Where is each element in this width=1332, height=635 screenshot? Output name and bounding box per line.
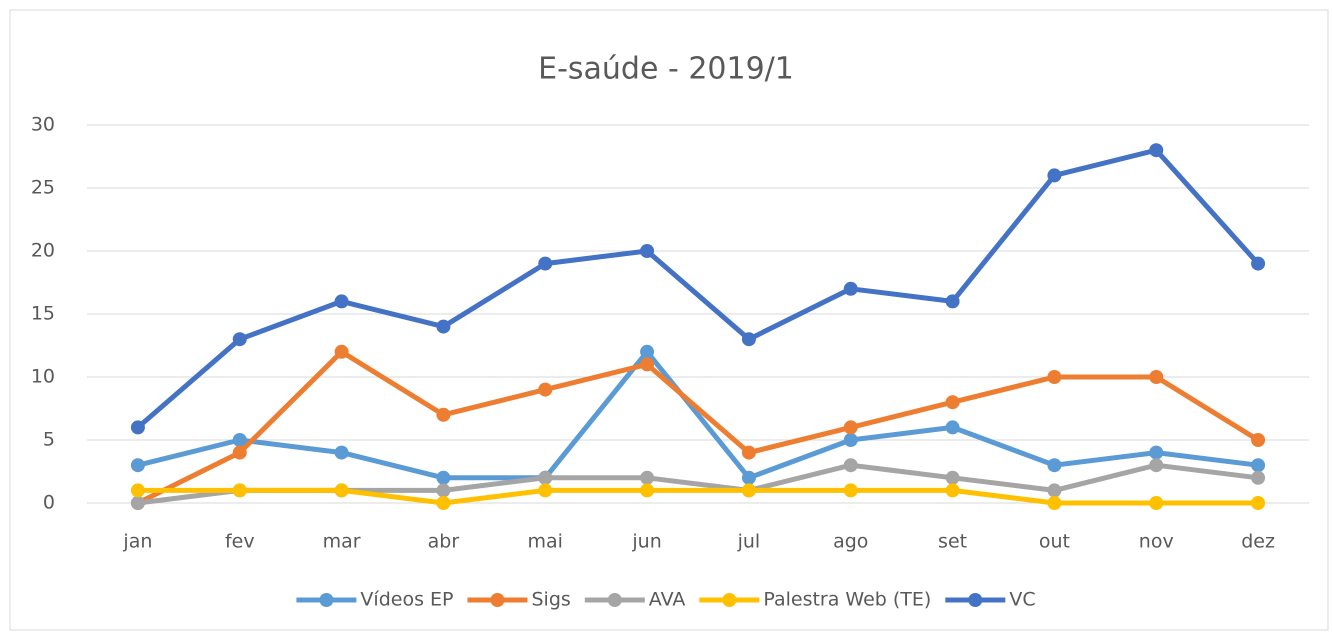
data-point [1251,256,1266,271]
data-point [843,433,858,447]
data-point [843,483,858,498]
data-point [741,470,756,485]
legend-label: Palestra Web (TE) [763,589,931,611]
data-point [538,483,553,498]
data-point [232,483,247,498]
data-point [1251,433,1266,447]
data-point [945,420,960,435]
data-point [1149,458,1164,473]
x-tick-label: ago [833,531,868,553]
data-point [130,483,145,498]
legend-marker [490,593,505,607]
data-point [334,344,349,359]
y-tick-label: 15 [31,303,55,325]
x-tick-label: dez [1241,531,1275,553]
y-tick-label: 25 [31,177,55,199]
x-tick-label: jan [122,531,152,553]
data-point [232,445,247,460]
legend-marker [607,593,622,607]
legend-label: Sigs [531,589,570,611]
data-point [945,470,960,485]
data-point [945,294,960,309]
data-point [1149,496,1164,510]
data-point [741,483,756,498]
data-point [1047,483,1062,498]
data-point [1047,168,1062,183]
data-point [741,332,756,347]
series-line [137,487,1259,506]
data-point [843,420,858,435]
data-point [640,344,655,359]
data-point [130,458,145,473]
legend-label: VC [1009,589,1035,611]
series-line [137,349,1259,481]
legend-marker [968,593,983,607]
data-point [538,470,553,485]
data-point [538,382,553,397]
data-point [436,496,451,510]
data-point [640,244,655,258]
data-point [1251,470,1266,485]
data-point [334,294,349,309]
data-point [741,445,756,460]
x-tick-label: set [938,531,967,553]
x-tick-label: out [1039,531,1070,553]
data-point [640,470,655,485]
x-tick-label: nov [1139,531,1174,553]
data-point [334,483,349,498]
y-tick-label: 0 [43,492,55,514]
y-tick-label: 30 [31,114,55,136]
legend-marker [722,593,737,607]
data-point [436,483,451,498]
legend: Vídeos EP Sigs AVA Palestra Web (TE) VC [296,589,1036,611]
x-tick-label: mar [323,531,361,553]
data-point [436,319,451,334]
x-tick-label: jul [737,531,761,553]
data-point [640,357,655,372]
series-line [136,147,1260,430]
data-point [1149,143,1164,158]
legend-label: AVA [649,589,686,611]
data-point [1149,370,1164,384]
x-tick-label: abr [428,531,460,553]
y-tick-label: 5 [43,429,55,451]
data-point [1149,445,1164,460]
data-point [436,470,451,485]
data-point [436,407,451,422]
x-tick-label: mai [528,531,563,553]
legend-marker [319,593,334,607]
data-point [1047,370,1062,384]
data-point [945,483,960,498]
data-point [1047,458,1062,473]
data-point [640,483,655,498]
y-tick-label: 10 [31,366,55,388]
data-point [232,433,247,447]
data-point [130,420,145,435]
data-point [843,458,858,473]
x-tick-label: fev [225,531,255,553]
series-line [136,349,1260,506]
data-point [130,496,145,510]
data-point [1251,458,1266,473]
data-point [1047,496,1062,510]
legend-label: Vídeos EP [360,589,453,611]
chart-title: E-saúde - 2019/1 [538,52,794,87]
chart-border [9,9,1329,631]
data-point [945,395,960,410]
x-tick-label: jun [631,531,661,553]
data-point [843,281,858,296]
data-point [334,445,349,460]
y-tick-label: 20 [31,240,55,262]
data-point [1251,496,1266,510]
data-point [232,332,247,347]
data-point [538,256,553,271]
